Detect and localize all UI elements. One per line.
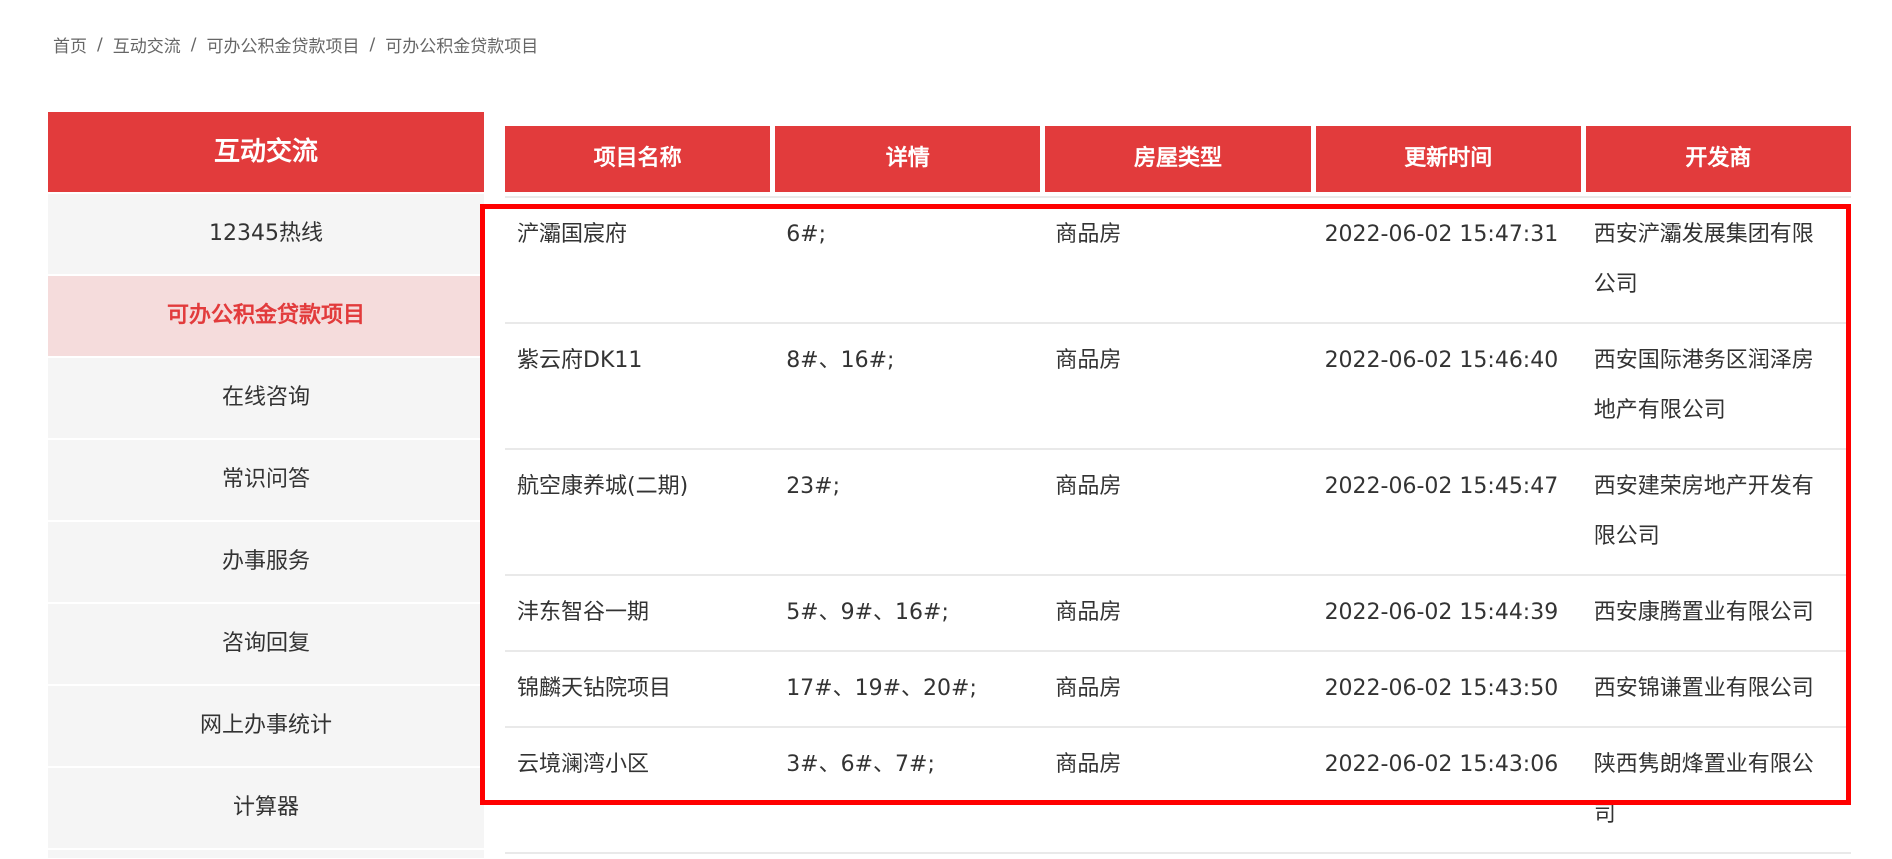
cell-developer: 西安康腾置业有限公司 <box>1593 600 1814 625</box>
cell-house-type: 商品房 <box>1055 474 1122 499</box>
header-developer: 开发商 <box>1585 126 1852 192</box>
sidebar-item[interactable]: 咨询回复 <box>48 604 484 684</box>
cell-project-name: 沣东智谷一期 <box>517 600 650 625</box>
cell-developer: 陕西隽朗烽置业有限公司 <box>1593 752 1814 827</box>
cell-project-name: 航空康养城(二期) <box>517 474 689 499</box>
cell-update-time: 2022-06-02 15:43:50 <box>1324 676 1559 701</box>
breadcrumb-current-page: 可办公积金贷款项目 <box>385 37 539 57</box>
header-project-name: 项目名称 <box>505 126 771 192</box>
cell-details: 8#、16#; <box>786 348 895 373</box>
header-update-time: 更新时间 <box>1315 126 1581 192</box>
cell-update-time: 2022-06-02 15:43:06 <box>1324 752 1559 777</box>
cell-house-type: 商品房 <box>1055 600 1122 625</box>
breadcrumb-separator: / <box>369 34 376 55</box>
sidebar-item[interactable]: 在线咨询 <box>48 358 484 438</box>
cell-developer: 西安建荣房地产开发有限公司 <box>1593 474 1814 549</box>
cell-developer: 西安锦谦置业有限公司 <box>1593 676 1814 701</box>
sidebar-menu: 12345热线 可办公积金贷款项目 在线咨询 常识问答 办事服务 咨询回复 网上办事统计 计算… <box>48 194 484 848</box>
cell-project-name: 锦麟天钻院项目 <box>517 676 672 701</box>
sidebar-partial-item <box>48 850 484 858</box>
table-row: 锦麟天钻院项目 17#、19#、20#; 商品房 2022-06-02 15:4… <box>505 652 1851 728</box>
table-body: 浐灞国宸府 6#; 商品房 2022-06-02 15:47:31 西安浐灞发展… <box>505 196 1851 854</box>
sidebar-item[interactable]: 办事服务 <box>48 522 484 602</box>
breadcrumb-separator: / <box>97 34 103 55</box>
cell-project-name: 云境澜湾小区 <box>517 752 650 777</box>
table-row: 沣东智谷一期 5#、9#、16#; 商品房 2022-06-02 15:44:3… <box>505 576 1851 652</box>
table-row: 紫云府DK11 8#、16#; 商品房 2022-06-02 15:46:40 … <box>505 324 1851 450</box>
sidebar: 互动交流 12345热线 可办公积金贷款项目 在线咨询 常识问答 办事服务 咨询回复 网上办… <box>48 112 484 858</box>
breadcrumb-interaction-link[interactable]: 互动交流 <box>112 37 181 57</box>
breadcrumb-home-link[interactable]: 首页 <box>53 37 87 57</box>
cell-developer: 西安国际港务区润泽房地产有限公司 <box>1593 348 1814 423</box>
cell-details: 23#; <box>786 474 841 499</box>
cell-house-type: 商品房 <box>1055 676 1122 701</box>
sidebar-item[interactable]: 常识问答 <box>48 440 484 520</box>
header-details: 详情 <box>775 126 1041 192</box>
cell-update-time: 2022-06-02 15:46:40 <box>1324 348 1559 373</box>
sidebar-item[interactable]: 网上办事统计 <box>48 686 484 766</box>
sidebar-item[interactable]: 计算器 <box>48 768 484 848</box>
projects-table: 项目名称 详情 房屋类型 更新时间 开发商 浐灞国宸府 6#; 商品房 2022… <box>505 126 1852 854</box>
cell-details: 3#、6#、7#; <box>786 752 935 777</box>
cell-house-type: 商品房 <box>1055 348 1122 373</box>
table-row: 浐灞国宸府 6#; 商品房 2022-06-02 15:47:31 西安浐灞发展… <box>505 198 1851 324</box>
header-house-type: 房屋类型 <box>1045 126 1311 192</box>
table-header-row: 项目名称 详情 房屋类型 更新时间 开发商 <box>505 126 1852 192</box>
cell-project-name: 浐灞国宸府 <box>517 222 628 247</box>
cell-details: 5#、9#、16#; <box>786 600 949 625</box>
cell-project-name: 紫云府DK11 <box>517 348 643 373</box>
cell-developer: 西安浐灞发展集团有限公司 <box>1593 222 1814 297</box>
breadcrumb: 首页 / 互动交流 / 可办公积金贷款项目 / 可办公积金贷款项目 <box>53 32 539 58</box>
sidebar-item[interactable]: 12345热线 <box>48 194 484 274</box>
breadcrumb-separator: / <box>190 34 197 55</box>
cell-update-time: 2022-06-02 15:45:47 <box>1324 474 1559 499</box>
cell-details: 6#; <box>786 222 827 247</box>
sidebar-title: 互动交流 <box>48 112 484 192</box>
cell-update-time: 2022-06-02 15:44:39 <box>1324 600 1559 625</box>
breadcrumb-loan-projects-link[interactable]: 可办公积金贷款项目 <box>206 37 360 57</box>
table-row: 云境澜湾小区 3#、6#、7#; 商品房 2022-06-02 15:43:06… <box>505 728 1851 854</box>
table-row: 航空康养城(二期) 23#; 商品房 2022-06-02 15:45:47 西… <box>505 450 1851 576</box>
cell-update-time: 2022-06-02 15:47:31 <box>1324 222 1559 247</box>
cell-details: 17#、19#、20#; <box>786 676 977 701</box>
cell-house-type: 商品房 <box>1055 752 1122 777</box>
sidebar-item[interactable]: 可办公积金贷款项目 <box>48 276 484 356</box>
cell-house-type: 商品房 <box>1055 222 1122 247</box>
